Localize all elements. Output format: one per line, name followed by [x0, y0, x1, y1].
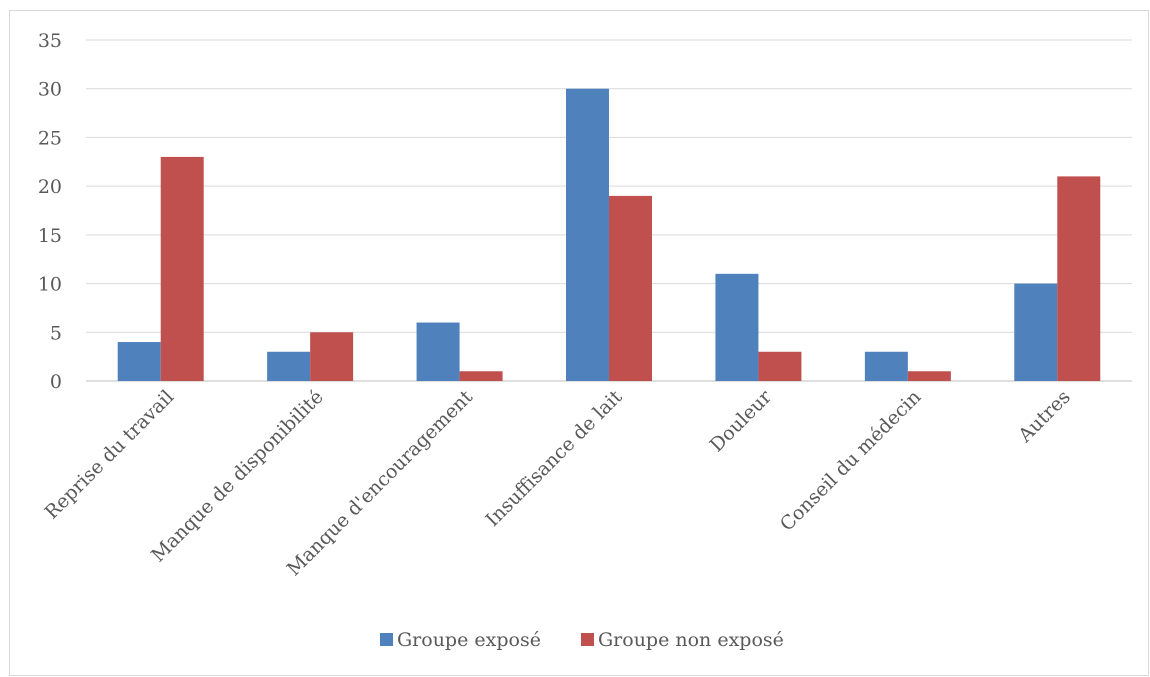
- x-category-label: Insuffisance de lait: [482, 386, 627, 531]
- x-category-label: Autres: [1014, 386, 1075, 447]
- y-tick-label: 0: [50, 371, 62, 393]
- x-category-label: Conseil du médecin: [776, 386, 926, 536]
- bar: [609, 195, 652, 381]
- bar: [416, 322, 460, 381]
- y-tick-label: 25: [38, 127, 62, 149]
- bar: [117, 342, 161, 381]
- y-tick-label: 20: [38, 176, 62, 198]
- bar: [715, 273, 759, 381]
- bar: [1014, 283, 1058, 381]
- legend-label: Groupe non exposé: [598, 629, 784, 651]
- legend-label: Groupe exposé: [397, 629, 541, 651]
- bar: [459, 371, 503, 381]
- legend-swatch: [380, 633, 393, 646]
- bar: [1057, 176, 1101, 381]
- y-tick-label: 5: [50, 322, 62, 344]
- bars: [117, 88, 1101, 381]
- y-tick-label: 30: [38, 79, 62, 101]
- bar: [907, 371, 951, 381]
- y-tick-label: 10: [38, 274, 62, 296]
- bar: [310, 332, 354, 381]
- legend: Groupe exposé Groupe non exposé: [380, 629, 784, 651]
- bar: [864, 351, 908, 381]
- y-tick-label: 15: [38, 225, 62, 247]
- bar: [160, 156, 204, 381]
- bar: [566, 88, 609, 381]
- x-category-label: Reprise du travail: [41, 386, 179, 524]
- legend-swatch: [581, 633, 594, 646]
- x-category-label: Manque de disponibilité: [147, 386, 328, 567]
- y-axis-ticks: 0 5 10 15 20 25 30 35: [38, 30, 62, 393]
- y-tick-label: 35: [38, 30, 62, 52]
- x-category-label: Douleur: [706, 385, 777, 456]
- bar: [267, 351, 311, 381]
- bar: [758, 351, 802, 381]
